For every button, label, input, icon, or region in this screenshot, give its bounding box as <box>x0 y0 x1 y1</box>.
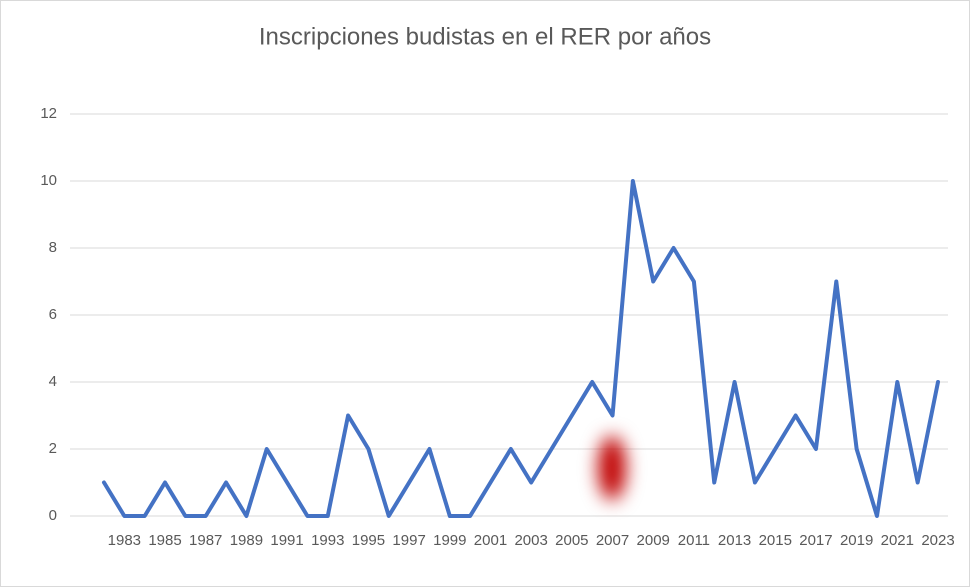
plot-area <box>102 179 940 518</box>
x-tick-label: 1997 <box>392 532 425 549</box>
y-tick-label: 2 <box>49 440 57 457</box>
x-tick-label: 2009 <box>637 532 670 549</box>
x-tick-label: 1983 <box>108 532 141 549</box>
x-tick-label: 2011 <box>678 532 710 549</box>
x-tick-label: 2013 <box>718 532 751 549</box>
x-tick-label: 2001 <box>474 532 507 549</box>
y-tick-label: 6 <box>49 306 57 323</box>
x-tick-label: 1991 <box>270 532 303 549</box>
x-tick-label: 1989 <box>230 532 263 549</box>
x-tick-label: 2023 <box>921 532 954 549</box>
y-tick-label: 8 <box>49 239 57 256</box>
x-tick-label: 2017 <box>799 532 832 549</box>
y-tick-label: 0 <box>49 507 57 524</box>
y-tick-label: 10 <box>40 172 57 189</box>
x-tick-label: 1999 <box>433 532 466 549</box>
x-tick-label: 1995 <box>352 532 385 549</box>
y-tick-label: 4 <box>49 373 57 390</box>
chart-title: Inscripciones budistas en el RER por año… <box>259 23 711 50</box>
grid <box>70 113 948 517</box>
line-series <box>102 179 940 518</box>
x-tick-label: 2015 <box>759 532 792 549</box>
blur-artifact <box>598 436 626 500</box>
x-tick-label: 2003 <box>514 532 547 549</box>
x-tick-label: 2019 <box>840 532 873 549</box>
x-tick-label: 2005 <box>555 532 588 549</box>
x-tick-label: 2007 <box>596 532 629 549</box>
x-tick-label: 1985 <box>148 532 181 549</box>
x-tick-label: 2021 <box>881 532 914 549</box>
x-tick-label: 1987 <box>189 532 222 549</box>
y-tick-label: 12 <box>40 105 57 122</box>
x-tick-label: 1993 <box>311 532 344 549</box>
